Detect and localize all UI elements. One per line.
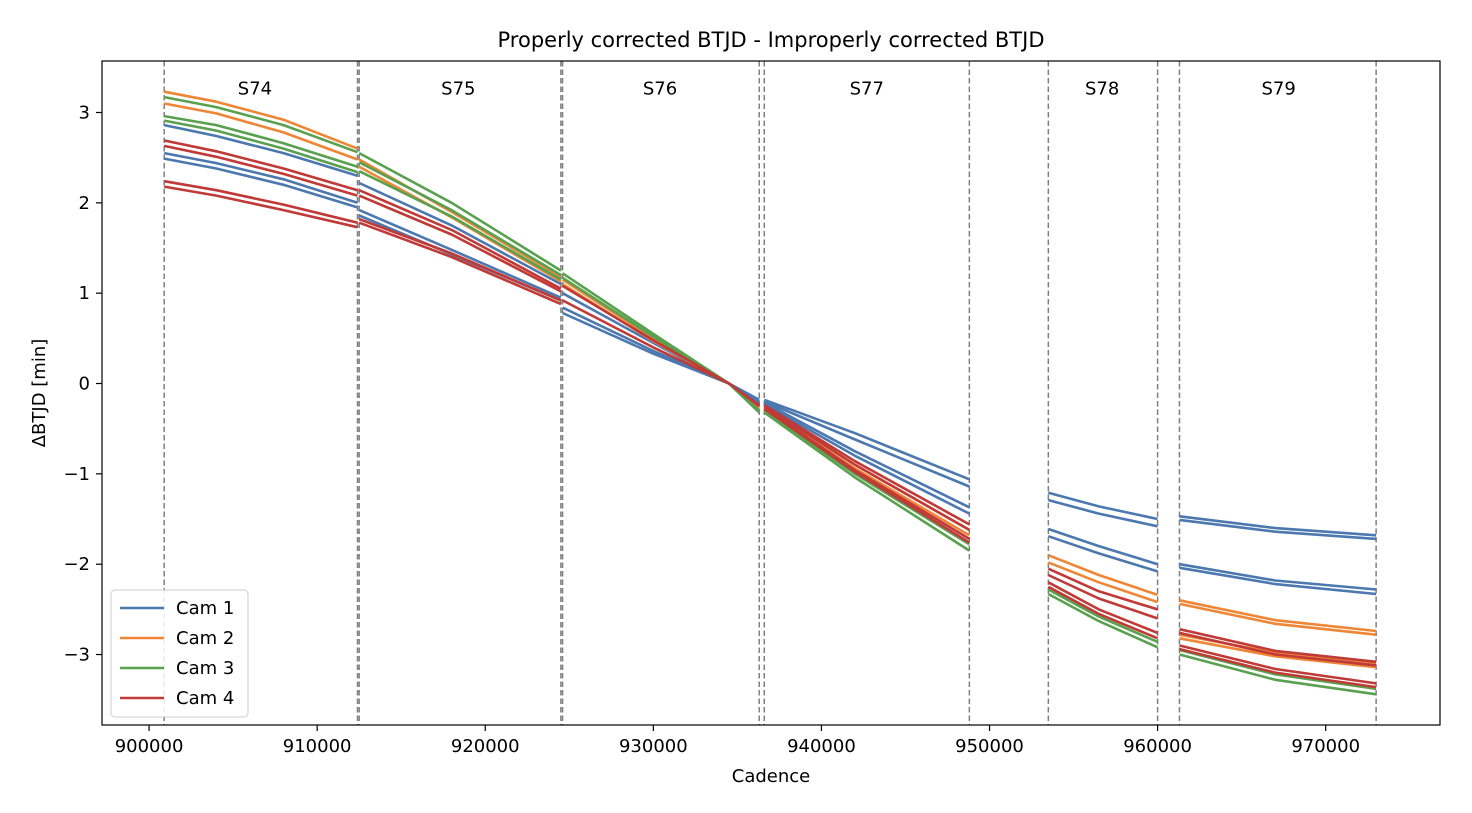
series-line-cam-3 — [358, 151, 562, 272]
x-tick-label: 920000 — [451, 736, 520, 757]
series-line-cam-3 — [163, 119, 358, 174]
sector-label: S78 — [1085, 78, 1119, 99]
series-line-cam-2 — [163, 102, 358, 161]
series-line-cam-1 — [163, 151, 358, 205]
series-line-cam-1 — [1179, 515, 1377, 537]
series-line-cam-2 — [163, 90, 358, 150]
series-line-cam-4 — [763, 407, 970, 544]
series-line-cam-1 — [1047, 527, 1158, 566]
x-tick-label: 940000 — [787, 736, 856, 757]
x-tick-label: 950000 — [955, 736, 1024, 757]
y-tick-label: 1 — [79, 283, 90, 304]
x-tick-label: 930000 — [619, 736, 688, 757]
y-tick-label: −2 — [63, 554, 90, 575]
series-line-cam-1 — [1047, 491, 1158, 521]
x-axis: 900000 910000 920000 930000 940000 950000 9600… — [115, 725, 1360, 757]
y-tick-label: 3 — [79, 102, 90, 123]
series-line-cam-1 — [763, 400, 970, 488]
series-line-cam-2 — [1179, 602, 1377, 636]
series-line-cam-4 — [1179, 647, 1377, 689]
series-line-cam-3 — [1047, 588, 1159, 644]
legend-box — [110, 589, 249, 718]
series-line-cam-3 — [1179, 653, 1377, 696]
series-line-cam-4 — [1047, 581, 1159, 635]
series-line-cam-4 — [763, 404, 970, 526]
series-line-cam-1 — [1179, 562, 1377, 591]
series-line-cam-4 — [358, 189, 562, 290]
series-line-cam-1 — [763, 398, 970, 481]
x-tick-label: 960000 — [1123, 736, 1192, 757]
series-line-cam-1 — [763, 401, 970, 509]
legend-label-cam-2: Cam 2 — [176, 628, 234, 649]
series-line-cam-1 — [163, 157, 358, 209]
sector-label: S74 — [238, 78, 272, 99]
series-line-cam-3 — [358, 170, 562, 281]
legend-label-cam-4: Cam 4 — [176, 688, 234, 709]
sector-label: S76 — [643, 78, 677, 99]
series-line-cam-3 — [763, 409, 970, 546]
series-line-cam-2 — [1047, 553, 1159, 597]
legend-label-cam-3: Cam 3 — [176, 658, 234, 679]
x-tick-label: 910000 — [283, 736, 352, 757]
series-line-cam-4 — [163, 139, 358, 192]
series-line-cam-4 — [763, 405, 970, 532]
y-axis-label: ΔBTJD [min] — [29, 339, 50, 448]
sector-label: S77 — [850, 78, 884, 99]
series-line-cam-3 — [163, 114, 358, 168]
y-tick-label: −1 — [63, 464, 90, 485]
series-line-cam-1 — [1179, 518, 1377, 541]
series-line-cam-1 — [163, 123, 358, 177]
series-line-cam-4 — [358, 217, 562, 302]
series-line-cam-4 — [562, 299, 760, 407]
series-lines — [163, 90, 1377, 696]
series-line-cam-4 — [1179, 644, 1377, 685]
series-line-cam-4 — [1047, 573, 1159, 620]
series-line-cam-2 — [1047, 561, 1159, 604]
series-line-cam-1 — [358, 181, 562, 286]
series-line-cam-2 — [1179, 599, 1377, 633]
series-line-cam-1 — [1047, 534, 1158, 573]
legend: Cam 1 Cam 2 Cam 3 Cam 4 — [110, 589, 249, 718]
series-line-cam-4 — [1179, 627, 1377, 664]
sector-label: S75 — [441, 78, 475, 99]
x-tick-label: 900000 — [115, 736, 184, 757]
series-line-cam-4 — [1179, 631, 1377, 667]
series-line-cam-3 — [163, 95, 358, 154]
y-tick-label: 2 — [79, 193, 90, 214]
x-axis-label: Cadence — [732, 766, 810, 787]
y-axis: −3 −2 −1 0 1 2 3 — [63, 102, 102, 666]
series-line-cam-3 — [358, 161, 562, 277]
series-line-cam-4 — [1047, 585, 1159, 640]
series-line-cam-4 — [163, 144, 358, 197]
legend-label-cam-1: Cam 1 — [176, 598, 234, 619]
series-line-cam-1 — [1179, 566, 1377, 596]
series-line-cam-4 — [163, 179, 358, 224]
series-line-cam-1 — [1047, 498, 1158, 528]
chart-title: Properly corrected BTJD - Improperly cor… — [498, 28, 1045, 52]
sector-labels: S74 S75 S76 S77 S78 S79 — [238, 78, 1296, 99]
series-line-cam-4 — [358, 221, 562, 306]
series-line-cam-3 — [561, 276, 761, 414]
series-line-cam-1 — [763, 403, 970, 515]
series-line-cam-3 — [1047, 592, 1159, 649]
y-tick-label: −3 — [63, 645, 90, 666]
sector-label: S79 — [1261, 78, 1295, 99]
y-tick-label: 0 — [79, 374, 90, 395]
series-line-cam-4 — [163, 185, 358, 229]
series-line-cam-3 — [763, 411, 971, 552]
series-line-cam-2 — [1179, 637, 1377, 669]
series-line-cam-1 — [358, 208, 562, 299]
x-tick-label: 970000 — [1291, 736, 1360, 757]
plot-frame — [101, 60, 1441, 726]
series-line-cam-4 — [1047, 567, 1158, 611]
series-line-cam-4 — [358, 194, 562, 293]
